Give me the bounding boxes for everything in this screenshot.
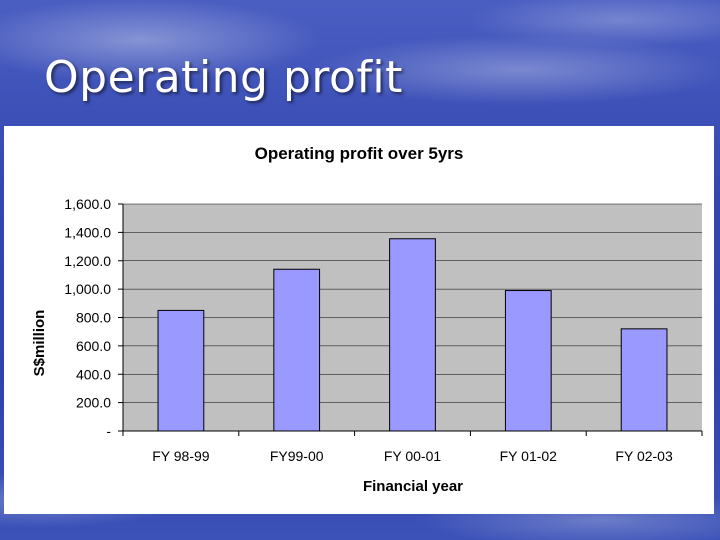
y-axis-title: S$million [31, 310, 48, 377]
bar [620, 328, 668, 432]
bar [504, 290, 552, 432]
x-tick-label: FY 98-99 [152, 448, 210, 464]
y-axis-ticks: - 200.0 400.0 600.0 800.0 1,000.0 1,200.0 1,400… [64, 196, 123, 439]
y-tick-label: 1,200.0 [64, 253, 111, 269]
x-axis-title: Financial year [363, 478, 463, 495]
bar [157, 309, 205, 432]
bars [157, 238, 668, 432]
x-tick-label: FY 01-02 [500, 448, 558, 464]
y-tick-label: 800.0 [76, 310, 111, 326]
bar [389, 238, 436, 432]
x-tick-label: FY99-00 [270, 448, 324, 464]
bar [273, 268, 321, 432]
y-tick-label: 600.0 [76, 338, 111, 354]
y-tick-label: 400.0 [76, 366, 111, 382]
x-axis-ticks: FY 98-99 FY99-00 FY 00-01 FY 01-02 FY 02-03 [122, 431, 703, 464]
x-tick-label: FY 02-03 [615, 448, 673, 464]
bar-chart: Operating profit over 5yrs - 200.0 400.0 60… [31, 144, 703, 495]
y-tick-label: 200.0 [76, 395, 111, 411]
y-tick-label: 1,600.0 [64, 196, 111, 212]
chart-title: Operating profit over 5yrs [255, 144, 464, 163]
y-tick-label: - [106, 423, 111, 439]
y-tick-label: 1,000.0 [64, 281, 111, 297]
chart-panel: Operating profit over 5yrs - 200.0 400.0 60… [4, 126, 714, 514]
y-tick-label: 1,400.0 [64, 224, 111, 240]
slide-title: Operating profit [44, 52, 403, 103]
x-tick-label: FY 00-01 [384, 448, 442, 464]
